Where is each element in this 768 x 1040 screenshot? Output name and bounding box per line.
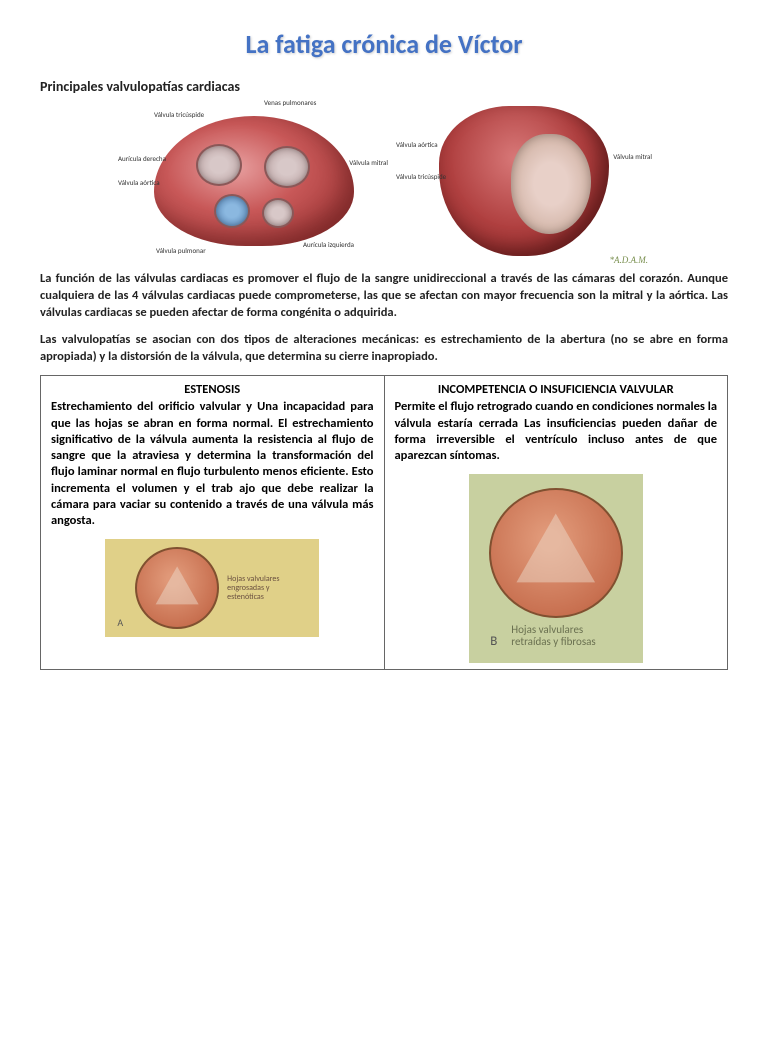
figure-b-caption: Hojas valvulares retraídas y fibrosas (511, 624, 621, 648)
cell-body-right: Permite el flujo retrogrado cuando en co… (395, 399, 718, 464)
figure-a-caption: Hojas valvulares engrosadas y estenótica… (227, 575, 307, 601)
label-auricula-d: Aurícula derecha (118, 155, 166, 163)
heart-diagram-top-view: Venas pulmonares Válvula tricúspide Aurí… (124, 101, 384, 261)
paragraph-1: La función de las válvulas cardiacas es … (40, 271, 728, 322)
aortic-valve-icon (262, 198, 294, 228)
label-pulmonar: Válvula pulmonar (156, 247, 206, 255)
heart-cross-shape (439, 106, 609, 256)
mitral-valve-icon (264, 146, 310, 188)
tricuspid-valve-icon (196, 144, 242, 186)
cell-title-right: INCOMPETENCIA O INSUFICIENCIA VALVULAR (395, 382, 718, 397)
heart-diagram-cross-section: Válvula aórtica Válvula tricúspide Válvu… (404, 101, 644, 261)
label2-mitral: Válvula mitral (613, 153, 652, 161)
cell-body-left: Estrechamiento del orificio valvular y U… (51, 399, 374, 529)
label-mitral: Válvula mitral (349, 159, 388, 167)
label-aortica: Válvula aórtica (118, 179, 160, 187)
table-row: ESTENOSIS Estrechamiento del orificio va… (41, 376, 728, 669)
valve-leaflets-open-icon (509, 508, 603, 599)
heart-interior (511, 134, 591, 234)
document-page: La fatiga crónica de Víctor Principales … (0, 0, 768, 1040)
figure-b-letter: B (490, 634, 497, 649)
label-venas: Venas pulmonares (264, 99, 316, 107)
section-subtitle: Principales valvulopatías cardiacas (40, 78, 728, 95)
label-auricula-i: Aurícula izquierda (303, 241, 354, 249)
cell-estenosis: ESTENOSIS Estrechamiento del orificio va… (41, 376, 385, 669)
heart-shape (154, 116, 354, 246)
valve-leaflets-icon (152, 563, 203, 613)
cell-title-left: ESTENOSIS (51, 382, 374, 397)
figure-b: B Hojas valvulares retraídas y fibrosas (469, 474, 643, 662)
figure-a: A Hojas valvulares engrosadas y estenóti… (105, 539, 319, 637)
comparison-table: ESTENOSIS Estrechamiento del orificio va… (40, 375, 728, 669)
heart-diagrams-row: Venas pulmonares Válvula tricúspide Aurí… (40, 101, 728, 261)
label2-tricuspide: Válvula tricúspide (396, 173, 446, 181)
figure-a-letter: A (117, 616, 123, 629)
cell-insuficiencia: INCOMPETENCIA O INSUFICIENCIA VALVULAR P… (384, 376, 728, 669)
figure-b-container: B Hojas valvulares retraídas y fibrosas (395, 474, 718, 662)
page-title: La fatiga crónica de Víctor (40, 28, 728, 60)
paragraph-2: Las valvulopatías se asocian con dos tip… (40, 332, 728, 366)
label2-aortica: Válvula aórtica (396, 141, 438, 149)
label-tricuspide: Válvula tricúspide (154, 111, 204, 119)
insufficient-valve-icon (489, 488, 623, 618)
figure-a-container: A Hojas valvulares engrosadas y estenóti… (51, 539, 374, 637)
watermark-adam: *A.D.A.M. (610, 255, 649, 265)
pulmonary-valve-icon (214, 194, 250, 228)
stenotic-valve-icon (135, 547, 219, 629)
